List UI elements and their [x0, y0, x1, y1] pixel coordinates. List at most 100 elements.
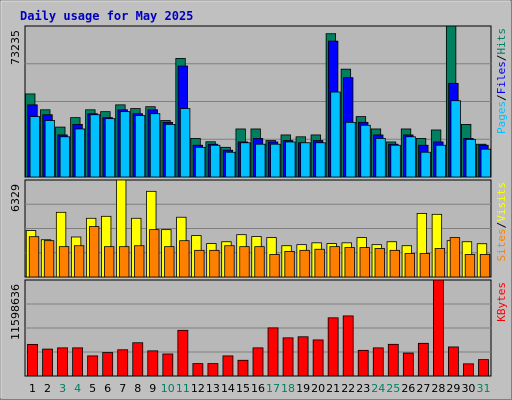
bar-sites-day-24 — [374, 248, 385, 278]
bar-pages-day-18 — [285, 141, 296, 178]
bar-pages-day-31 — [480, 148, 491, 178]
x-tick-label: 7 — [119, 382, 126, 395]
panel-legend: Sites/Visits — [495, 182, 508, 262]
bar-sites-day-1 — [28, 236, 40, 278]
bar-sites-day-15 — [239, 246, 250, 278]
x-tick-label: 14 — [221, 382, 235, 395]
x-tick-label: 4 — [74, 382, 81, 395]
bar-pages-day-13 — [210, 144, 221, 178]
bar-kbytes-day-23 — [357, 349, 369, 377]
bar-kbytes-day-28 — [432, 279, 444, 377]
y-max-label: 6329 — [9, 184, 22, 212]
bar-kbytes-day-29 — [448, 346, 459, 377]
bar-sites-day-23 — [359, 247, 370, 278]
bar-sites-day-6 — [104, 246, 115, 278]
x-tick-label: 13 — [206, 382, 220, 395]
bar-pages-day-6 — [104, 118, 116, 178]
bar-kbytes-day-27 — [417, 342, 429, 377]
panel-legend: KBytes — [495, 282, 508, 322]
bar-kbytes-day-30 — [463, 363, 474, 377]
bar-pages-day-17 — [270, 143, 281, 178]
legend-entry: Pages — [495, 101, 508, 134]
bar-pages-day-21 — [330, 91, 341, 178]
bar-pages-day-2 — [44, 120, 55, 178]
bar-kbytes-day-14 — [222, 355, 234, 377]
bar-pages-day-14 — [225, 151, 236, 178]
bar-sites-day-22 — [344, 247, 355, 278]
bar-kbytes-day-17 — [267, 327, 279, 377]
bar-sites-day-30 — [464, 254, 476, 278]
x-tick-label: 30 — [461, 382, 475, 395]
bar-kbytes-day-5 — [87, 355, 99, 377]
panel-legend: Pages/Files/Hits — [495, 28, 508, 134]
bar-pages-day-9 — [149, 113, 161, 178]
x-tick-label: 12 — [191, 382, 205, 395]
bar-kbytes-day-9 — [147, 350, 159, 377]
bar-sites-day-25 — [389, 249, 400, 278]
x-tick-label: 24 — [371, 382, 385, 395]
chart-title: Daily usage for May 2025 — [20, 9, 193, 23]
bar-pages-day-30 — [465, 139, 476, 178]
bar-pages-day-5 — [89, 114, 101, 178]
bar-pages-day-28 — [435, 144, 446, 178]
x-tick-label: 2 — [44, 382, 51, 395]
x-tick-label: 17 — [266, 382, 280, 395]
x-tick-label: 3 — [59, 382, 66, 395]
bar-kbytes-day-3 — [57, 347, 68, 377]
y-max-label: 11598636 — [9, 284, 22, 340]
bar-sites-day-27 — [419, 253, 431, 278]
x-tick-label: 22 — [341, 382, 355, 395]
bar-pages-day-16 — [255, 143, 266, 178]
x-axis-tick-labels: 1 2 3 4 5 6 7 8 9 10 11 12 13 14 15 16 17 18 19 20 21 22 23 24 2… — [29, 382, 490, 395]
bar-kbytes-day-24 — [372, 347, 384, 377]
bar-sites-day-21 — [329, 246, 340, 278]
bar-sites-day-31 — [479, 254, 491, 278]
x-tick-label: 6 — [104, 382, 111, 395]
bar-kbytes-day-31 — [478, 359, 489, 377]
x-tick-label: 21 — [326, 382, 340, 395]
bar-pages-day-20 — [315, 142, 326, 178]
bar-pages-day-1 — [29, 116, 40, 178]
bar-kbytes-day-25 — [387, 343, 399, 377]
bar-pages-day-7 — [119, 111, 131, 178]
bar-sites-day-20 — [314, 248, 325, 278]
y-max-label: 73235 — [9, 30, 22, 65]
x-tick-label: 1 — [29, 382, 36, 395]
bar-pages-day-24 — [375, 138, 386, 178]
bar-sites-day-17 — [269, 254, 280, 278]
bar-sites-day-18 — [284, 251, 295, 278]
bar-kbytes-day-10 — [162, 353, 174, 377]
bar-pages-day-22 — [345, 121, 356, 178]
bar-pages-day-4 — [74, 128, 86, 178]
x-tick-label: 20 — [311, 382, 325, 395]
bar-sites-day-28 — [434, 248, 446, 278]
bar-pages-day-19 — [300, 142, 311, 178]
x-tick-label: 23 — [356, 382, 370, 395]
bar-sites-day-5 — [89, 226, 100, 278]
x-tick-label: 31 — [476, 382, 490, 395]
x-tick-label: 10 — [161, 382, 175, 395]
legend-entry: / — [495, 55, 508, 62]
bar-sites-day-29 — [449, 237, 461, 278]
x-tick-label: 18 — [281, 382, 295, 395]
bar-kbytes-day-6 — [102, 352, 114, 377]
bar-sites-day-12 — [194, 249, 205, 278]
bar-pages-day-23 — [360, 124, 371, 178]
bar-kbytes-day-7 — [117, 349, 129, 377]
legend-entry: Hits — [495, 28, 508, 55]
bar-pages-day-3 — [59, 136, 71, 178]
x-tick-label: 15 — [236, 382, 250, 395]
bar-sites-day-10 — [164, 246, 175, 278]
bar-pages-day-10 — [164, 124, 176, 178]
bar-pages-day-29 — [450, 100, 461, 178]
x-tick-label: 28 — [431, 382, 445, 395]
bar-pages-day-12 — [195, 146, 206, 178]
bar-sites-day-26 — [404, 253, 415, 278]
bar-sites-day-14 — [224, 245, 235, 278]
x-tick-label: 26 — [401, 382, 415, 395]
bar-sites-day-8 — [134, 245, 145, 278]
panel-kbytes: 11598636 KBytes — [9, 279, 508, 377]
legend-entry: Visits — [495, 182, 508, 222]
bar-pages-day-11 — [179, 108, 191, 178]
